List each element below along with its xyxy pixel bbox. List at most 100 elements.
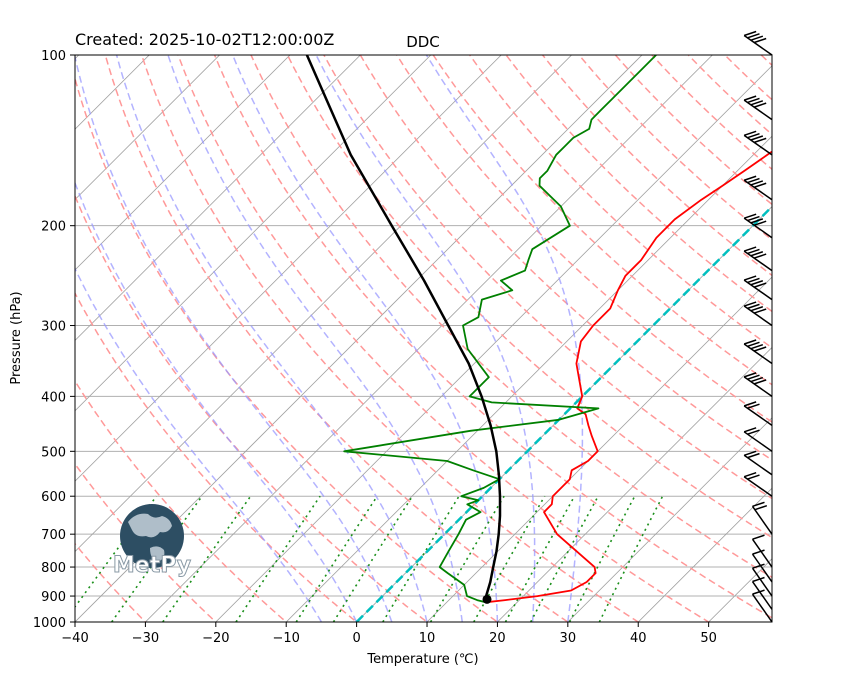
wind-barb-flag [743, 130, 757, 137]
wind-barb-flag [753, 346, 767, 352]
wind-barb-flag [752, 563, 765, 569]
wind-barb-staff [743, 343, 773, 365]
isotherm-line [75, 55, 221, 201]
isotherm-line [75, 55, 573, 553]
wind-barb-flag [747, 474, 760, 480]
wind-barb-flag [747, 303, 760, 310]
wind-barb-flag [750, 35, 764, 41]
mixing-ratio-line [568, 495, 636, 622]
y-tick-label: 600 [41, 490, 66, 505]
wind-barb [751, 576, 773, 610]
isotherm-line [215, 65, 772, 622]
wind-barb-flag [747, 341, 760, 348]
metpy-logo: MetPy [112, 504, 192, 579]
x-axis-ticks: −40 −30 −20 −10 0 10 20 30 40 50 [61, 622, 717, 646]
moist-adiabat [167, 55, 463, 622]
chart-title: DDC [406, 33, 440, 51]
wind-barb-flag [747, 215, 760, 222]
wind-barb-flag [752, 549, 765, 555]
isotherm-line [567, 417, 772, 622]
wind-barb-flag [743, 471, 757, 478]
y-axis-label: Pressure (hPa) [9, 291, 24, 384]
wind-barb-flag [750, 280, 764, 286]
y-tick-label: 300 [41, 320, 66, 335]
wind-barb-flag [743, 246, 757, 252]
wind-barb-flag [752, 576, 765, 583]
created-label: Created: 2025-10-02T12:00:00Z [75, 30, 334, 49]
wind-barb [751, 501, 773, 535]
wind-barb-flag [747, 248, 760, 255]
dry-adiabat [505, 55, 772, 313]
x-axis-label: Temperature (℃) [366, 652, 478, 667]
wind-barb [743, 471, 773, 497]
wind-barb [743, 450, 773, 476]
wind-barb-staff [743, 179, 773, 201]
wind-barb-flag [747, 132, 760, 139]
lcl-marker [482, 594, 492, 604]
wind-barb-flag [743, 301, 757, 307]
wind-barb-flag [753, 282, 767, 288]
isotherm-line [75, 55, 361, 341]
wind-barb [751, 534, 773, 568]
wind-barb-staff [751, 553, 773, 583]
dry-adiabat [395, 55, 772, 423]
x-tick-label: 50 [700, 631, 717, 646]
x-tick-label: 40 [630, 631, 647, 646]
dry-adiabat [213, 55, 772, 619]
wind-barb-flag [750, 180, 764, 186]
temperature-profile [485, 150, 772, 604]
y-tick-label: 900 [41, 590, 66, 605]
wind-barb-flag [753, 137, 767, 144]
y-tick-label: 700 [41, 528, 66, 543]
sounding-series [305, 55, 772, 604]
isotherm-line [496, 346, 772, 622]
moist-adiabat [425, 55, 584, 622]
moist-adiabat [232, 55, 499, 622]
wind-barb-flag [753, 182, 767, 188]
wind-barb-staff [743, 454, 773, 476]
wind-barb [743, 30, 773, 56]
wind-barb-staff [743, 431, 773, 452]
wind-barb-flag [747, 452, 760, 459]
wind-barb [743, 246, 773, 272]
isotherm-line [144, 55, 713, 622]
y-axis-ticks: 1000 900 800 700 600 500 400 300 200 100 [33, 49, 75, 631]
wind-barb-flag [750, 100, 764, 106]
moist-adiabat [75, 266, 323, 622]
wind-barb [743, 401, 773, 426]
isotherm-line [426, 276, 772, 622]
dry-adiabat [104, 55, 570, 622]
wind-barb-flag [743, 30, 757, 37]
wind-barb-flag [747, 33, 760, 39]
mixing-ratio-line [473, 495, 546, 622]
wind-barb [751, 563, 773, 597]
wind-barb-flag [743, 372, 757, 378]
wind-barb-flag [752, 501, 765, 508]
wind-barb-flag [743, 401, 757, 407]
isotherm-line [637, 487, 772, 622]
dry-adiabat [140, 55, 640, 622]
wind-barb [743, 175, 773, 201]
wind-barb-staff [743, 376, 773, 397]
wind-barb-flag [743, 213, 757, 219]
y-tick-label: 200 [41, 220, 66, 235]
mixing-ratio-line [162, 495, 252, 622]
globe-continent-shape [128, 513, 172, 538]
wind-barb-flag [750, 343, 764, 350]
wind-barb [743, 95, 773, 121]
wind-barb-flag [754, 504, 768, 511]
wind-barb-flag [750, 305, 764, 312]
wind-barb-staff [751, 593, 773, 623]
wind-barb-flag [753, 379, 767, 385]
wind-barb-flag [750, 218, 764, 224]
metpy-logo-text: MetPy [113, 553, 191, 578]
dry-adiabat [323, 55, 772, 500]
x-tick-label: −30 [132, 631, 159, 646]
dewpoint-profile [343, 55, 657, 604]
mixing-ratio-line [382, 495, 460, 622]
x-tick-label: −40 [61, 631, 88, 646]
dry-adiabat [75, 194, 429, 622]
wind-barb [743, 372, 773, 397]
dry-adiabat [286, 55, 772, 539]
wind-barb-staff [743, 279, 773, 301]
